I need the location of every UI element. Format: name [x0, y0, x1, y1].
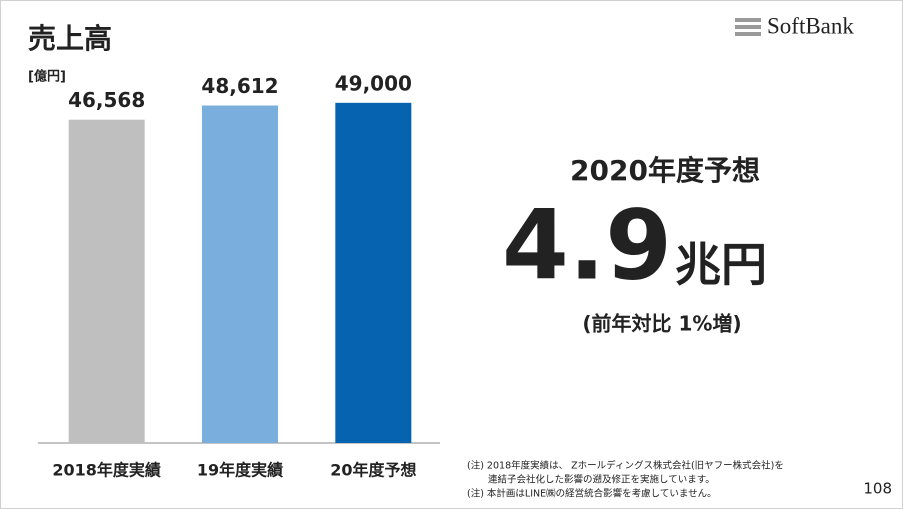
highlight-change: (前年対比 1%増)	[582, 312, 741, 336]
highlight-number: 4.9	[502, 189, 672, 301]
note: (注) 本計画はLINE㈱の経営統合影響を考慮していません。	[467, 488, 717, 500]
data-label: 48,612	[201, 74, 278, 98]
data-label: 46,568	[68, 88, 145, 112]
x-tick-label: 19年度実績	[197, 461, 283, 480]
note: (注) 2018年度実績は、 Zホールディングス株式会社(旧ヤフー株式会社)を	[467, 460, 784, 472]
x-tick-label: 20年度予想	[330, 461, 416, 480]
bar	[202, 105, 278, 443]
chart-title: 売上高	[28, 22, 112, 55]
bar	[68, 119, 145, 443]
logo-text: SoftBank	[767, 13, 854, 38]
highlight-unit: 兆円	[675, 238, 767, 292]
logo: SoftBank	[735, 13, 854, 38]
logo-bar	[735, 32, 761, 36]
highlight-heading: 2020年度予想	[570, 154, 760, 187]
bar	[335, 102, 412, 444]
x-tick-label: 2018年度実績	[52, 461, 161, 480]
logo-bar	[735, 18, 761, 22]
page-number: 108	[863, 480, 892, 498]
data-label: 49,000	[335, 71, 412, 95]
y-axis-label: [億円]	[28, 69, 66, 85]
note: 連結子会社化した影響の遡及修正を実施しています。	[488, 474, 715, 486]
logo-bar	[735, 25, 761, 29]
